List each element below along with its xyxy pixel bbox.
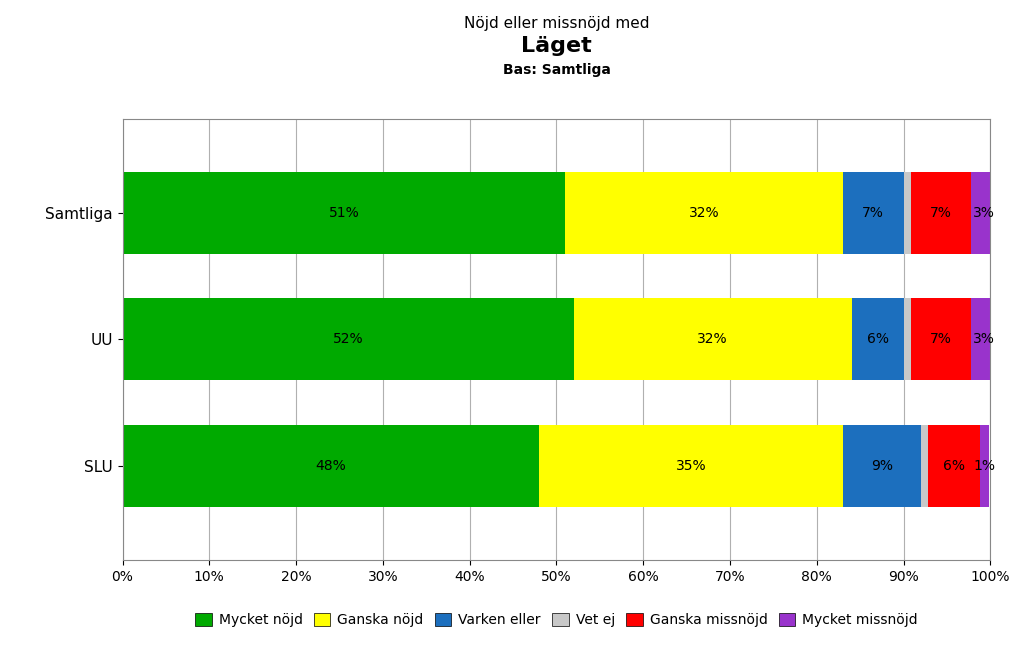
Text: 32%: 32% (689, 206, 719, 220)
Bar (123, 299, 574, 380)
Bar (565, 172, 843, 254)
Text: Nöjd eller missnöjd med: Nöjd eller missnöjd med (464, 16, 649, 32)
Bar (574, 299, 852, 380)
Bar (904, 172, 911, 254)
Bar (911, 172, 971, 254)
Bar (980, 424, 988, 507)
Text: 3%: 3% (973, 332, 995, 347)
Bar (843, 172, 904, 254)
Bar (843, 424, 921, 507)
Text: 35%: 35% (676, 459, 707, 473)
Text: 32%: 32% (697, 332, 728, 347)
Text: 48%: 48% (315, 459, 346, 473)
Bar (921, 424, 928, 507)
Bar (904, 299, 911, 380)
Legend: Mycket nöjd, Ganska nöjd, Varken eller, Vet ej, Ganska missnöjd, Mycket missnöjd: Mycket nöjd, Ganska nöjd, Varken eller, … (190, 608, 923, 633)
Text: 51%: 51% (329, 206, 359, 220)
Bar (539, 424, 843, 507)
Text: Läget: Läget (521, 36, 592, 56)
Text: 9%: 9% (871, 459, 893, 473)
Text: Bas: Samtliga: Bas: Samtliga (502, 63, 611, 76)
Text: 3%: 3% (973, 206, 995, 220)
Bar (971, 299, 998, 380)
Bar (971, 172, 998, 254)
Text: 7%: 7% (863, 206, 884, 220)
Text: 7%: 7% (930, 206, 952, 220)
Text: 6%: 6% (867, 332, 888, 347)
Text: 7%: 7% (930, 332, 952, 347)
Bar (123, 172, 565, 254)
Text: 52%: 52% (333, 332, 363, 347)
Text: 6%: 6% (943, 459, 965, 473)
Bar (911, 299, 971, 380)
Bar (852, 299, 904, 380)
Text: 1%: 1% (973, 459, 995, 473)
Bar (928, 424, 980, 507)
Bar (123, 424, 539, 507)
